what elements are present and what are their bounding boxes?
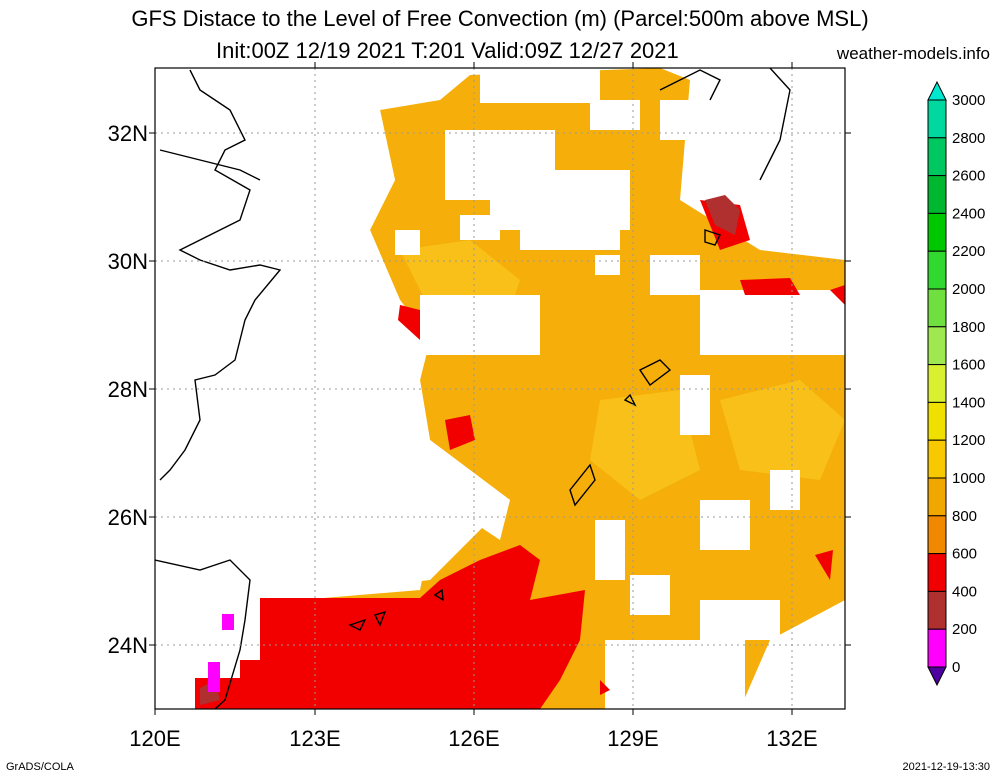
footer-credit: GrADS/COLA [6,761,74,773]
colorbar-label: 1600 [952,357,985,374]
field-light [720,380,845,480]
colorbar-label: 2200 [952,243,985,260]
colorbar: 3000280026002400220020001800160014001200… [927,80,985,687]
lat-label-32n: 32N [108,121,148,146]
magenta-region [208,662,220,692]
colorbar-swatch [927,401,947,441]
colorbar-label: 2800 [952,130,985,147]
lon-label-129e: 129E [607,726,658,751]
colorbar-label: 3000 [952,92,985,109]
colorbar-swatch [927,99,947,139]
colorbar-swatch [927,477,947,517]
colorbar-swatch [927,137,947,177]
colorbar-label: 600 [952,546,977,563]
colorbar-label: 1800 [952,319,985,336]
tick-marks [149,62,851,715]
colorbar-label: 2600 [952,168,985,185]
colorbar-label: 1400 [952,394,985,411]
colorbar-swatch [927,175,947,214]
field-layer [155,68,845,709]
colorbar-label: 1000 [952,470,985,487]
colorbar-swatch [927,212,947,252]
field-light [590,390,700,500]
lat-label-30n: 30N [108,249,148,274]
coastlines [155,68,791,709]
lat-label-24n: 24N [108,633,148,658]
colorbar-swatch [927,590,947,630]
magenta-region [222,614,234,630]
colorbar-label: 0 [952,659,960,676]
colorbar-swatch [927,288,947,328]
colorbar-label: 2400 [952,205,985,222]
colorbar-bottom-arrow [927,666,947,687]
site-label: weather-models.info [836,44,990,63]
colorbar-label: 400 [952,583,977,600]
lon-label-132e: 132E [766,726,817,751]
lon-label-126e: 126E [448,726,499,751]
lon-label-120e: 120E [129,726,180,751]
colorbar-swatch [927,515,947,555]
colorbar-label: 2000 [952,281,985,298]
colorbar-top-arrow [927,80,947,101]
colorbar-label: 800 [952,508,977,525]
colorbar-swatch [927,628,947,668]
colorbar-label: 200 [952,621,977,638]
colorbar-swatch [927,364,947,403]
lon-label-123e: 123E [289,726,340,751]
chart-title: GFS Distace to the Level of Free Convect… [131,6,869,31]
lat-label-28n: 28N [108,377,148,402]
colorbar-swatch [927,439,947,479]
chart-subtitle: Init:00Z 12/19 2021 T:201 Valid:09Z 12/2… [216,38,679,63]
colorbar-label: 1200 [952,432,985,449]
colorbar-swatch [927,250,947,290]
lat-label-26n: 26N [108,505,148,530]
colorbar-swatch [927,553,947,592]
colorbar-swatch [927,326,947,366]
footer-timestamp: 2021-12-19-13:30 [902,761,990,773]
white-holes [155,68,845,709]
